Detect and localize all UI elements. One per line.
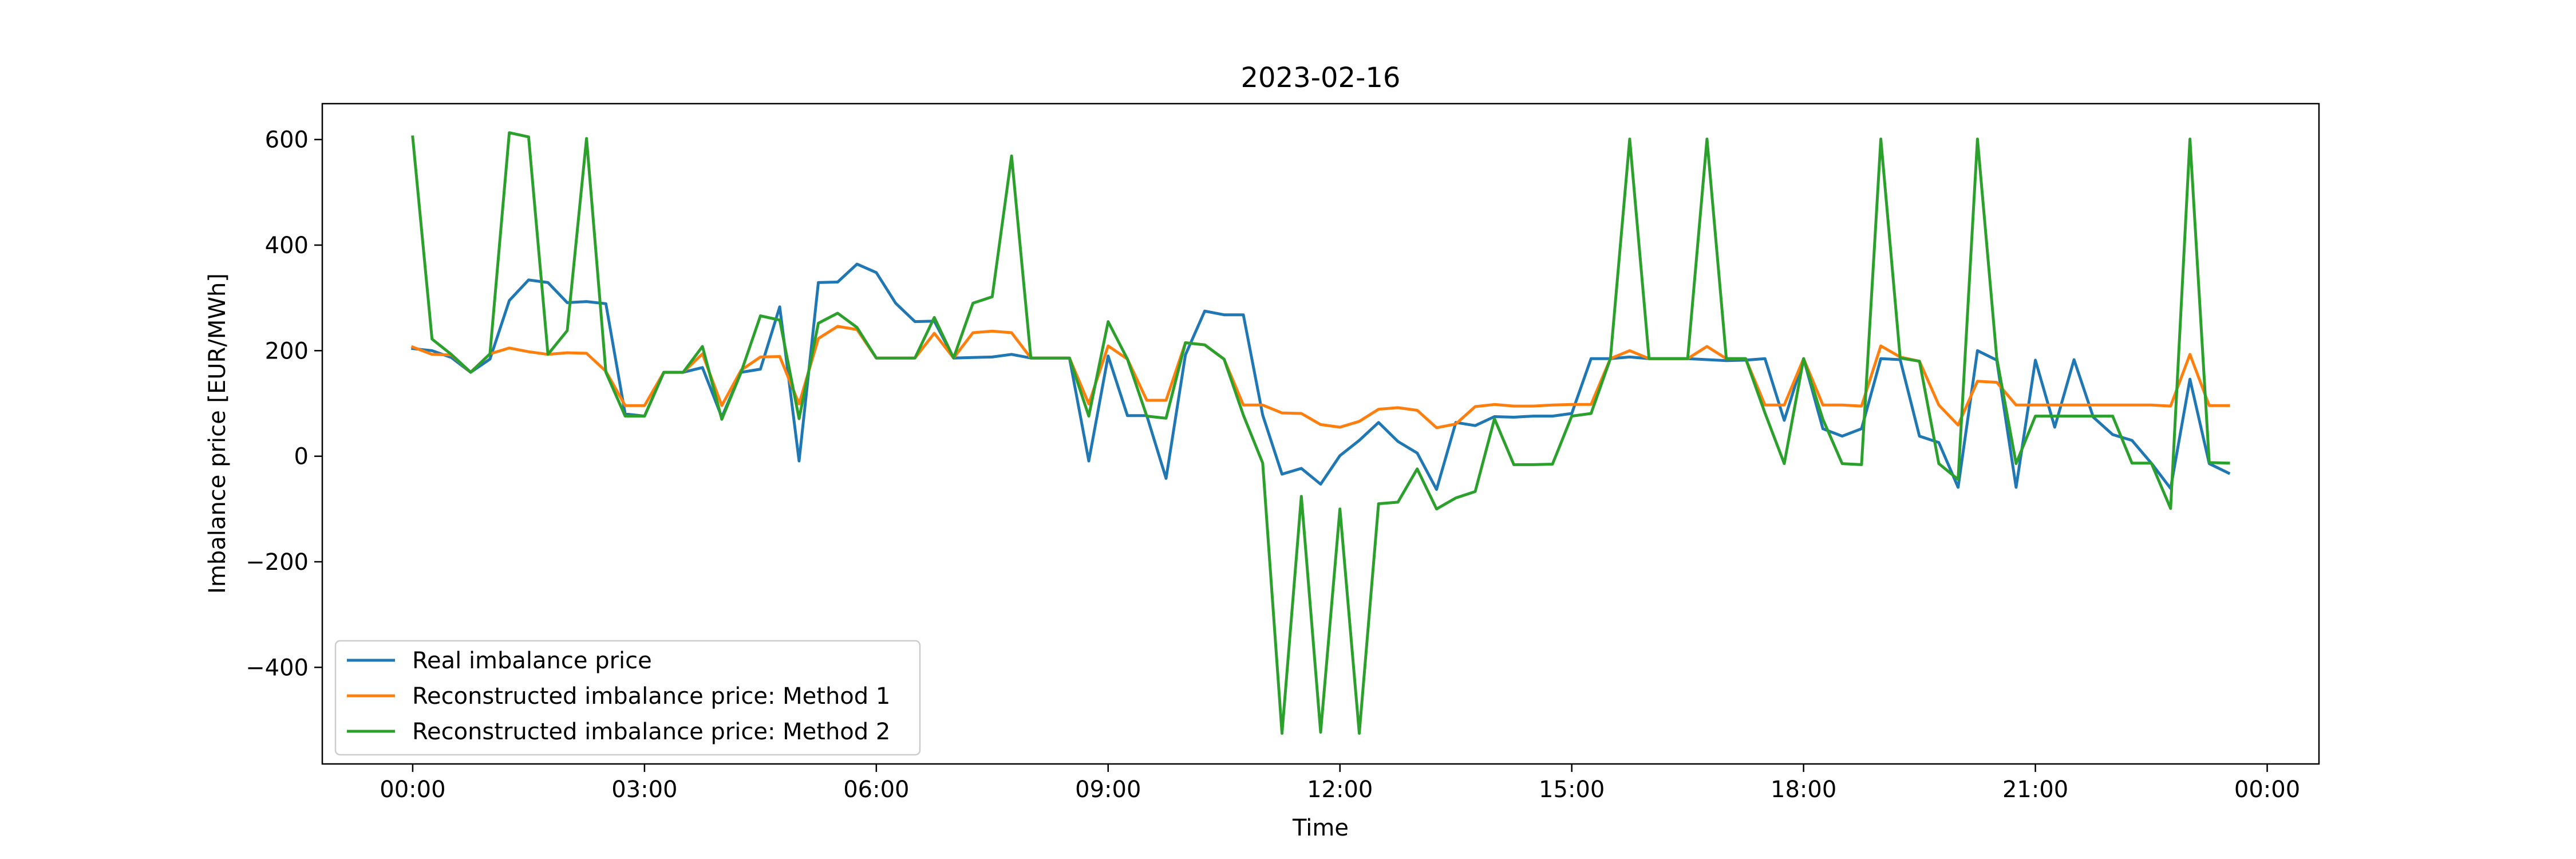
- series-line-3: [411, 131, 2230, 735]
- x-tick-label: 00:00: [2234, 777, 2300, 803]
- y-tick-label: 400: [265, 233, 309, 259]
- series-line-2: [410, 325, 2230, 430]
- x-tick-label: 00:00: [380, 777, 445, 803]
- x-tick-label: 06:00: [843, 777, 909, 803]
- x-tick-label: 15:00: [1539, 777, 1605, 803]
- y-tick-label: 600: [265, 127, 309, 153]
- x-tick-label: 12:00: [1307, 777, 1373, 803]
- legend-label-1: Real imbalance price: [412, 648, 652, 674]
- plot-frame: [321, 103, 2320, 765]
- y-tick-label: −400: [246, 655, 309, 681]
- y-axis-label: Imbalance price [EUR/MWh]: [204, 273, 231, 594]
- legend: Real imbalance price Reconstructed imbala…: [334, 640, 921, 756]
- x-tick-label: 09:00: [1075, 777, 1141, 803]
- series-line-1: [411, 262, 2231, 491]
- legend-label-3: Reconstructed imbalance price: Method 2: [412, 719, 890, 745]
- x-tick-label: 18:00: [1771, 777, 1836, 803]
- y-tick-label: −200: [246, 549, 309, 576]
- chart-title: 2023-02-16: [1241, 62, 1401, 94]
- y-tick-label: 200: [265, 338, 309, 364]
- x-tick-label: 03:00: [611, 777, 677, 803]
- legend-frame: [334, 640, 921, 756]
- x-axis-ticks: 00:00 03:00 06:00 09:00 12:00 15:00 18:00 21:00…: [380, 764, 2300, 803]
- y-axis-ticks: −400 −200 0 200 400 600: [246, 127, 322, 681]
- x-tick-label: 21:00: [2002, 777, 2068, 803]
- series-layer: [410, 131, 2231, 735]
- y-tick-label: 0: [294, 444, 309, 470]
- legend-label-2: Reconstructed imbalance price: Method 1: [412, 683, 890, 710]
- x-axis-label: Time: [1292, 815, 1349, 841]
